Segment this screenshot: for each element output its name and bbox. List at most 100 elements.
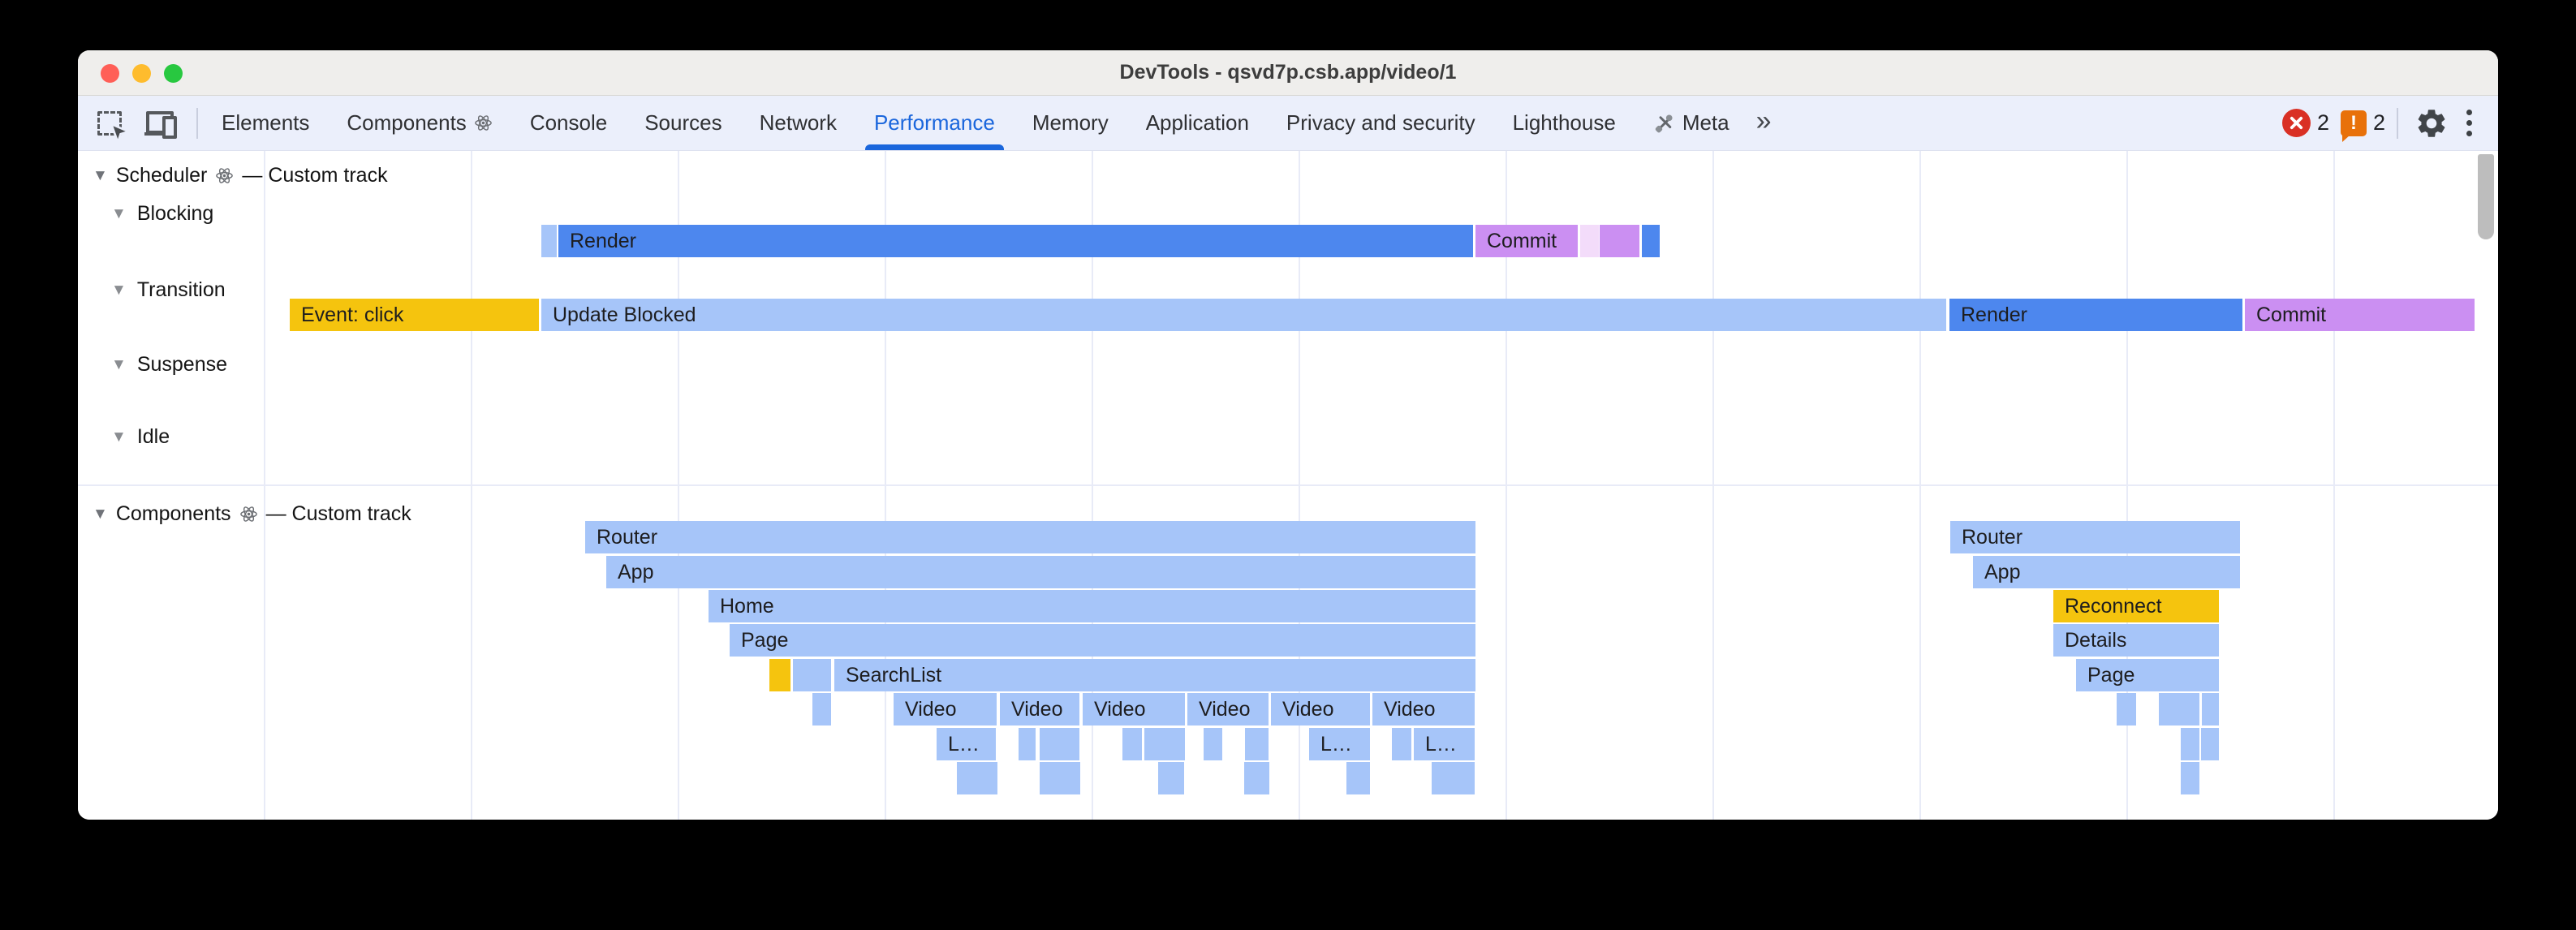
flame-bar-segment[interactable] — [1245, 728, 1269, 760]
zoom-window-button[interactable] — [164, 64, 183, 83]
tab-network[interactable]: Network — [741, 96, 855, 150]
flame-bar-label: Reconnect — [2065, 594, 2162, 618]
flame-bar-segment[interactable] — [769, 659, 790, 691]
flame-bar-video[interactable]: Video — [1000, 693, 1079, 725]
flame-bar-segment[interactable] — [1392, 728, 1411, 760]
flame-bar-segment[interactable] — [1432, 762, 1475, 794]
flame-bar-segment[interactable] — [2181, 762, 2199, 794]
tab-elements[interactable]: Elements — [203, 96, 328, 150]
kebab-menu-icon[interactable] — [2460, 110, 2479, 136]
more-tabs-chevron-icon[interactable]: » — [1755, 105, 1772, 136]
flame-bar-segment[interactable] — [1144, 728, 1185, 760]
lane-suspense[interactable]: ▼ Suspense — [111, 352, 227, 377]
flame-bar-label: Video — [1011, 697, 1063, 721]
flame-bar-segment[interactable] — [793, 659, 831, 691]
tab-performance[interactable]: Performance — [855, 96, 1014, 150]
flame-bar-segment[interactable] — [2181, 728, 2199, 760]
flame-bar-page[interactable]: Page — [2076, 659, 2219, 691]
tab-label: Performance — [873, 110, 995, 135]
flame-bar-router[interactable]: Router — [585, 521, 1475, 553]
flame-bar-segment[interactable] — [1122, 728, 1142, 760]
tab-sources[interactable]: Sources — [626, 96, 740, 150]
flame-bar-label: Video — [1199, 697, 1251, 721]
flame-bar-segment[interactable] — [541, 225, 557, 257]
lane-blocking[interactable]: ▼ Blocking — [111, 201, 213, 226]
flame-bar-segment[interactable] — [2159, 693, 2199, 725]
tab-application[interactable]: Application — [1127, 96, 1268, 150]
flame-bar-label: Commit — [2256, 303, 2327, 326]
track-header-scheduler[interactable]: ▼ Scheduler — Custom track — [93, 163, 388, 187]
lane-transition[interactable]: ▼ Transition — [111, 278, 226, 302]
error-badge[interactable]: 2 — [2281, 109, 2329, 137]
tab-console[interactable]: Console — [511, 96, 626, 150]
flame-bar-label: Event: click — [301, 303, 404, 326]
flame-bar-segment[interactable] — [2201, 728, 2219, 760]
lane-label: Idle — [136, 424, 170, 448]
react-atom-icon — [239, 505, 258, 523]
flame-bar-app[interactable]: App — [1973, 556, 2240, 588]
flame-bar-segment[interactable] — [1346, 762, 1370, 794]
flame-bar-router[interactable]: Router — [1950, 521, 2240, 553]
flame-bar-home[interactable]: Home — [709, 590, 1475, 622]
track-header-components[interactable]: ▼ Components — Custom track — [93, 502, 411, 526]
flame-bar-event-click[interactable]: Event: click — [290, 299, 539, 331]
flame-bar-video[interactable]: Video — [1372, 693, 1475, 725]
flame-bar-segment[interactable] — [957, 762, 997, 794]
device-toolbar-icon[interactable] — [144, 110, 179, 139]
flame-bar-label: L… — [1320, 732, 1352, 756]
warning-badge[interactable]: ! 2 — [2340, 110, 2385, 142]
tab-memory[interactable]: Memory — [1014, 96, 1127, 150]
flame-bar-segment[interactable] — [1040, 762, 1080, 794]
tab-components[interactable]: Components — [328, 96, 510, 150]
collapse-triangle-icon[interactable]: ▼ — [111, 205, 127, 222]
flame-bar-segment[interactable] — [1040, 728, 1079, 760]
vertical-scrollbar-thumb[interactable] — [2478, 154, 2494, 239]
flame-bar-commit[interactable]: Commit — [1475, 225, 1578, 257]
flame-bar-render[interactable]: Render — [1949, 299, 2242, 331]
flame-bar-reconnect[interactable]: Reconnect — [2053, 590, 2219, 622]
window-title: DevTools - qsvd7p.csb.app/video/1 — [1119, 61, 1457, 84]
collapse-triangle-icon[interactable]: ▼ — [93, 505, 108, 523]
tab-lighthouse[interactable]: Lighthouse — [1494, 96, 1635, 150]
flame-bar-update-blocked[interactable]: Update Blocked — [541, 299, 1946, 331]
flame-bar-video[interactable]: Video — [1083, 693, 1185, 725]
tab-label: Console — [529, 110, 608, 135]
flame-bar-page[interactable]: Page — [730, 624, 1475, 657]
gear-icon[interactable] — [2414, 106, 2449, 140]
flame-bar-label: Router — [1962, 525, 2023, 549]
track-suffix: — Custom track — [265, 502, 411, 525]
flame-bar-segment[interactable] — [1600, 225, 1639, 257]
collapse-triangle-icon[interactable]: ▼ — [111, 281, 127, 299]
tab-privacy-and-security[interactable]: Privacy and security — [1268, 96, 1494, 150]
flame-bar-details[interactable]: Details — [2053, 624, 2219, 657]
flame-bar-segment[interactable] — [1158, 762, 1184, 794]
flame-bar-l[interactable]: L… — [1309, 728, 1370, 760]
flame-bar-searchlist[interactable]: SearchList — [834, 659, 1475, 691]
flame-bar-video[interactable]: Video — [1187, 693, 1269, 725]
flame-bar-segment[interactable] — [1204, 728, 1222, 760]
flame-bar-commit[interactable]: Commit — [2245, 299, 2475, 331]
collapse-triangle-icon[interactable]: ▼ — [111, 428, 127, 446]
flame-bar-segment[interactable] — [1642, 225, 1660, 257]
flame-bar-render[interactable]: Render — [558, 225, 1473, 257]
flame-bar-segment[interactable] — [2117, 693, 2136, 725]
flame-bar-segment[interactable] — [1019, 728, 1036, 760]
flame-bar-segment[interactable] — [1244, 762, 1269, 794]
lane-idle[interactable]: ▼ Idle — [111, 424, 170, 449]
inspect-element-icon[interactable] — [96, 110, 129, 143]
tab-meta[interactable]: Meta — [1635, 96, 1748, 150]
flame-bar-segment[interactable] — [1580, 225, 1599, 257]
flame-bar-l[interactable]: L… — [937, 728, 996, 760]
flame-bar-l[interactable]: L… — [1414, 728, 1475, 760]
collapse-triangle-icon[interactable]: ▼ — [111, 355, 127, 373]
flame-bar-segment[interactable] — [2202, 693, 2219, 725]
close-window-button[interactable] — [101, 64, 119, 83]
flame-bar-label: Render — [1961, 303, 2027, 326]
flame-bar-app[interactable]: App — [606, 556, 1475, 588]
flame-bar-label: Video — [905, 697, 957, 721]
collapse-triangle-icon[interactable]: ▼ — [93, 166, 108, 184]
flame-bar-video[interactable]: Video — [1271, 693, 1370, 725]
flame-bar-video[interactable]: Video — [894, 693, 997, 725]
minimize-window-button[interactable] — [132, 64, 151, 83]
flame-bar-segment[interactable] — [812, 693, 831, 725]
